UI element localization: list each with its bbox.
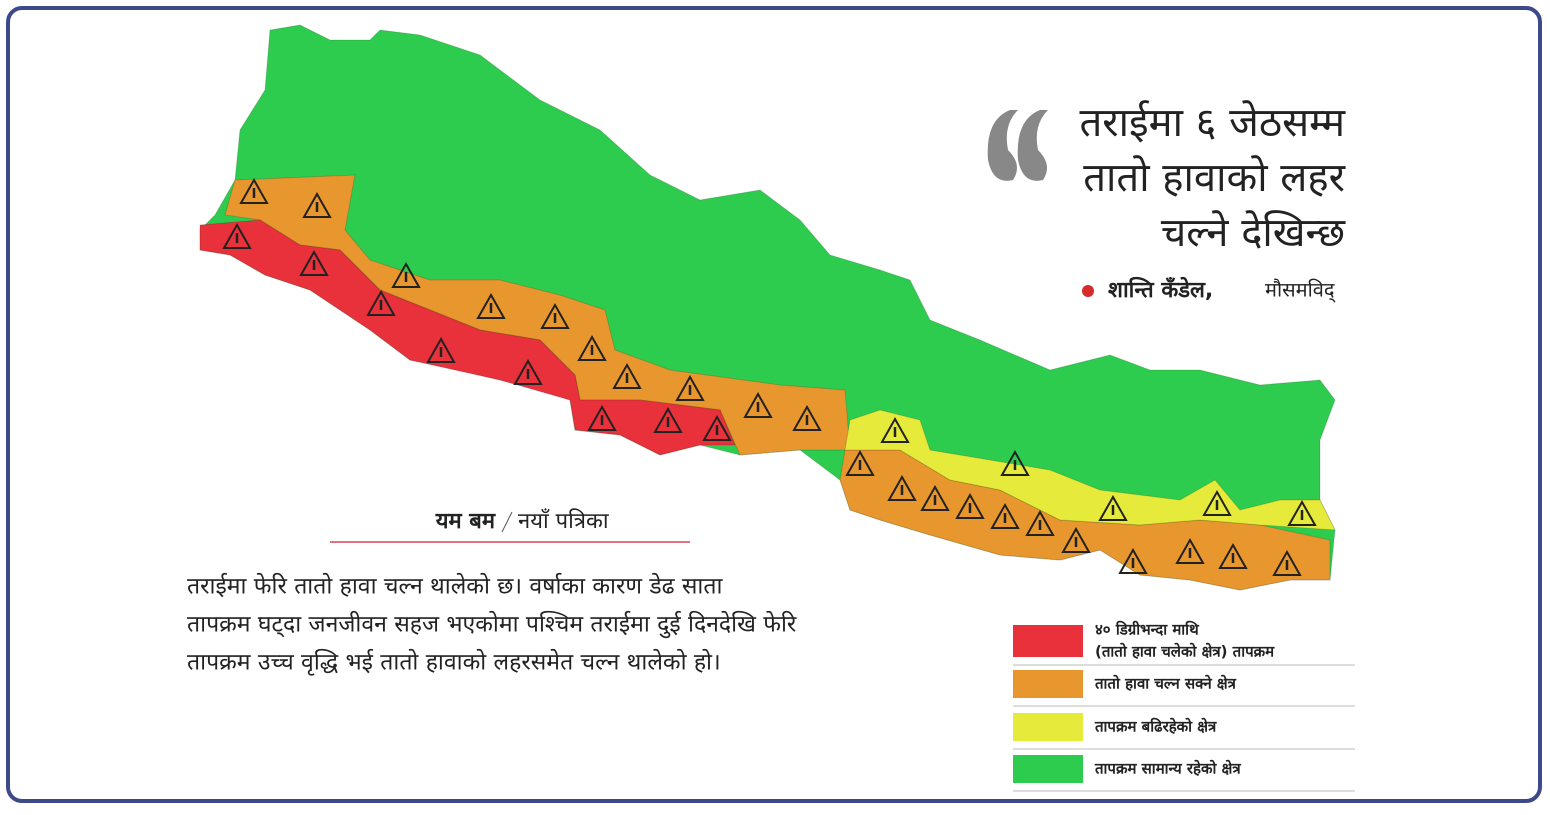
attribution-role: मौसमविद् [1265, 278, 1336, 304]
quote: तराईमा ६ जेठसम्म तातो हावाको लहर चल्ने देख… [1079, 100, 1346, 256]
warning-icon [222, 222, 252, 249]
warning-icon [239, 177, 269, 204]
warning-icon [513, 358, 543, 385]
quote-line: तराईमा ६ जेठसम्म [1079, 100, 1346, 146]
warning-icon [476, 292, 506, 319]
warning-icon [540, 302, 570, 329]
quote-line: चल्ने देखिन्छ [1161, 210, 1346, 256]
warning-icon [587, 404, 617, 431]
warning-icon [1118, 547, 1148, 574]
warning-icon [653, 406, 683, 433]
warning-icon [1202, 489, 1232, 516]
byline-author: यम बम [435, 509, 496, 534]
warning-icon [702, 414, 732, 441]
body-line: तराईमा फेरि तातो हावा चल्न थालेको छ। वर्… [187, 573, 723, 600]
warning-icon [1098, 494, 1128, 521]
warning-icon [743, 391, 773, 418]
quote-mark [987, 110, 1048, 181]
legend-swatch [1013, 625, 1083, 657]
quote-line: तातो हावाको लहर [1083, 155, 1345, 201]
warning-icon [366, 289, 396, 316]
legend-swatch [1013, 755, 1083, 783]
warning-icon [792, 404, 822, 431]
warning-icon [845, 449, 875, 476]
bullet [1082, 285, 1094, 297]
warning-icon [1175, 537, 1205, 564]
body-text: तराईमा फेरि तातो हावा चल्न थालेको छ। वर्… [187, 573, 797, 677]
warning-icon [990, 502, 1020, 529]
warning-icon [302, 191, 332, 218]
body-line: तापक्रम घट्दा जनजीवन सहज भएकोमा पश्चिम त… [187, 611, 797, 639]
region-normal [199, 24, 1336, 591]
warning-icons [222, 177, 1317, 576]
warning-icon [299, 249, 329, 276]
byline-publication: नयाँ पत्रिका [518, 508, 609, 534]
legend-label: (तातो हावा चलेको क्षेत्र) तापक्रम [1095, 643, 1275, 661]
legend-label: तापक्रम सामान्य रहेको क्षेत्र [1094, 760, 1241, 778]
warning-icon [1061, 526, 1091, 553]
warning-icon [1218, 542, 1248, 569]
legend-swatch [1013, 670, 1083, 698]
warning-icon [920, 484, 950, 511]
warning-icon [612, 362, 642, 389]
warning-icon [1272, 549, 1302, 576]
warning-icon [391, 261, 421, 288]
legend-label: तातो हावा चल्न सक्ने क्षेत्र [1094, 675, 1237, 693]
warning-icon [1287, 499, 1317, 526]
warning-icon [577, 334, 607, 361]
legend-swatch [1013, 713, 1083, 741]
byline-separator [501, 511, 513, 533]
warning-icon [887, 474, 917, 501]
warning-icon [1025, 509, 1055, 536]
legend-label: तापक्रम बढिरहेको क्षेत्र [1094, 718, 1217, 736]
region-hot [199, 219, 736, 456]
warning-icon [675, 374, 705, 401]
warning-icon [880, 416, 910, 443]
attribution-name: शान्ति कँडेल, [1108, 276, 1213, 303]
warning-icon [426, 336, 456, 363]
legend-label: ४० डिग्रीभन्दा माथि [1095, 621, 1200, 639]
legend: ४० डिग्रीभन्दा माथि (तातो हावा चलेको क्षे… [1013, 621, 1355, 792]
body-line: तापक्रम उच्च वृद्धि भई तातो हावाको लहरसम… [187, 649, 721, 677]
warning-icon [955, 492, 985, 519]
warning-icon [1000, 449, 1030, 476]
